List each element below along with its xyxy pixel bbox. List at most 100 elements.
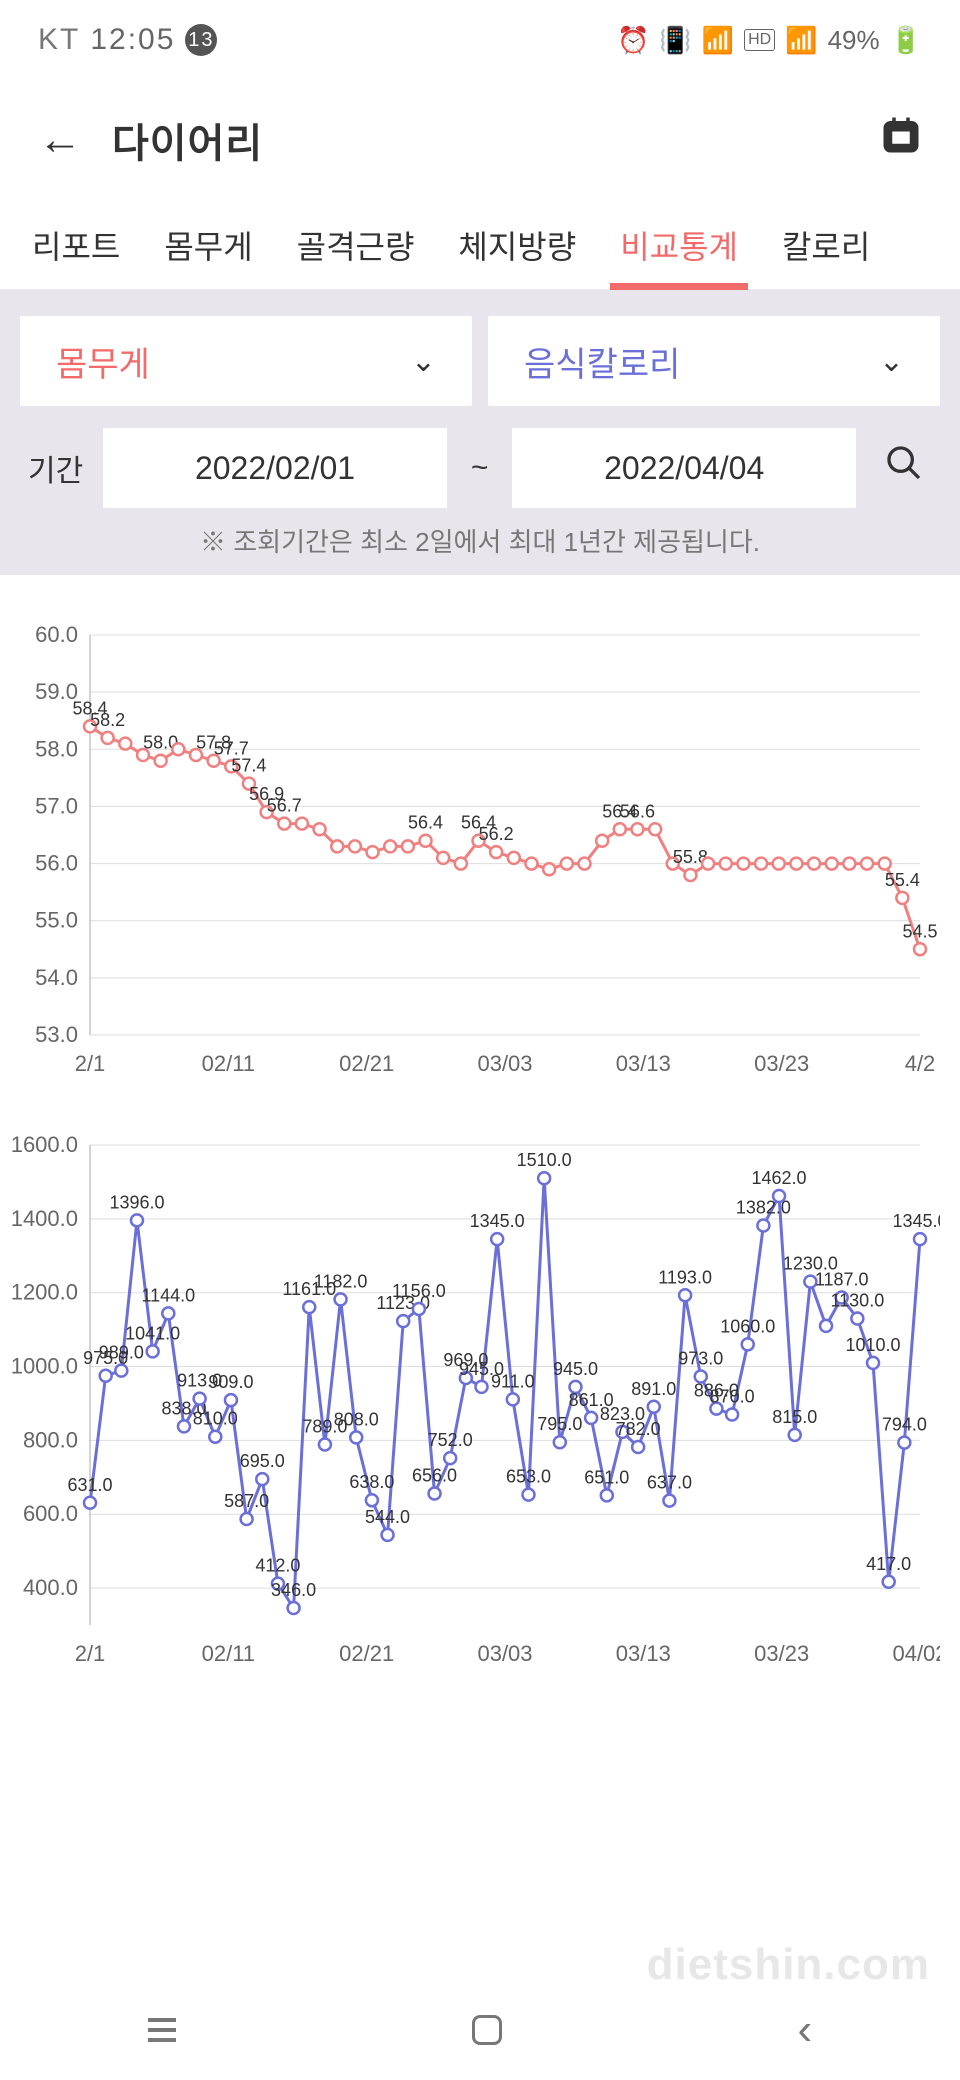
metric2-label: 음식칼로리 — [524, 337, 680, 386]
svg-text:1156.0: 1156.0 — [392, 1281, 446, 1301]
svg-text:1182.0: 1182.0 — [314, 1271, 368, 1291]
back-button[interactable]: ← — [38, 115, 82, 165]
svg-text:400.0: 400.0 — [23, 1575, 78, 1600]
svg-text:1000.0: 1000.0 — [11, 1354, 78, 1379]
metric1-label: 몸무게 — [56, 337, 150, 386]
tabs-bar: 리포트몸무게골격근량체지방량비교통계칼로리 — [0, 200, 960, 290]
system-nav-bar: ‹ — [0, 1980, 960, 2080]
svg-text:752.0: 752.0 — [428, 1430, 473, 1450]
svg-text:55.4: 55.4 — [885, 870, 920, 890]
svg-text:911.0: 911.0 — [491, 1371, 535, 1391]
tab-1[interactable]: 몸무게 — [142, 200, 274, 289]
svg-text:800.0: 800.0 — [23, 1427, 78, 1452]
svg-text:03/03: 03/03 — [477, 1641, 532, 1666]
date-from-input[interactable]: 2022/02/01 — [103, 428, 447, 508]
svg-text:4/2: 4/2 — [905, 1051, 936, 1076]
status-time: 12:05 — [90, 23, 175, 57]
battery-icon: 🔋 — [890, 25, 922, 56]
svg-text:60.0: 60.0 — [35, 622, 78, 647]
svg-text:1600.0: 1600.0 — [11, 1132, 78, 1157]
svg-text:651.0: 651.0 — [584, 1467, 629, 1487]
svg-text:03/13: 03/13 — [616, 1051, 671, 1076]
date-to-value: 2022/04/04 — [604, 450, 764, 487]
svg-text:03/23: 03/23 — [754, 1641, 809, 1666]
svg-text:55.0: 55.0 — [35, 908, 78, 933]
tab-5[interactable]: 칼로리 — [760, 200, 892, 289]
svg-text:1396.0: 1396.0 — [109, 1192, 164, 1212]
chevron-down-icon: ⌄ — [411, 344, 436, 379]
svg-text:544.0: 544.0 — [365, 1507, 410, 1527]
period-note: ※ 조회기간은 최소 2일에서 최대 1년간 제공됩니다. — [20, 522, 940, 559]
date-to-input[interactable]: 2022/04/04 — [512, 428, 856, 508]
svg-text:56.7: 56.7 — [267, 796, 302, 816]
svg-text:56.6: 56.6 — [620, 801, 655, 821]
nav-home-button[interactable] — [472, 2015, 502, 2045]
svg-text:815.0: 815.0 — [772, 1407, 817, 1427]
page-title: 다이어리 — [112, 111, 263, 169]
svg-text:58.0: 58.0 — [35, 736, 78, 761]
svg-text:1345.0: 1345.0 — [892, 1211, 940, 1231]
svg-text:56.4: 56.4 — [408, 813, 443, 833]
svg-text:57.4: 57.4 — [231, 756, 266, 776]
svg-text:782.0: 782.0 — [616, 1419, 661, 1439]
alarm-icon: ⏰ — [617, 25, 649, 56]
nav-recent-button[interactable] — [148, 2018, 176, 2042]
svg-text:1130.0: 1130.0 — [830, 1291, 884, 1311]
svg-text:656.0: 656.0 — [412, 1466, 457, 1486]
svg-text:1400.0: 1400.0 — [11, 1206, 78, 1231]
svg-text:1010.0: 1010.0 — [845, 1335, 900, 1355]
calendar-icon[interactable] — [880, 114, 922, 166]
tab-2[interactable]: 골격근량 — [275, 200, 437, 289]
svg-text:54.5: 54.5 — [902, 921, 937, 941]
svg-text:631.0: 631.0 — [67, 1475, 112, 1495]
wifi-icon: 📶 — [702, 25, 734, 56]
svg-text:695.0: 695.0 — [240, 1451, 285, 1471]
svg-text:1193.0: 1193.0 — [658, 1267, 712, 1287]
svg-text:1060.0: 1060.0 — [720, 1316, 775, 1336]
status-left: KT 12:05 13 — [38, 23, 217, 57]
vibrate-icon: 📳 — [659, 25, 691, 56]
tab-0[interactable]: 리포트 — [10, 200, 142, 289]
svg-text:600.0: 600.0 — [23, 1501, 78, 1526]
tab-4[interactable]: 비교통계 — [598, 200, 760, 289]
svg-text:2/1: 2/1 — [75, 1051, 106, 1076]
svg-text:03/13: 03/13 — [616, 1641, 671, 1666]
svg-text:412.0: 412.0 — [255, 1556, 300, 1576]
svg-text:56.2: 56.2 — [479, 824, 514, 844]
svg-text:02/21: 02/21 — [339, 1641, 394, 1666]
date-from-value: 2022/02/01 — [195, 450, 355, 487]
tab-3[interactable]: 체지방량 — [436, 200, 598, 289]
svg-text:1041.0: 1041.0 — [125, 1323, 180, 1343]
svg-text:02/11: 02/11 — [202, 1641, 255, 1666]
svg-text:56.0: 56.0 — [35, 851, 78, 876]
weight-chart: 60.059.058.057.056.055.054.053.02/102/11… — [10, 605, 940, 1085]
svg-text:587.0: 587.0 — [224, 1491, 269, 1511]
svg-text:1345.0: 1345.0 — [470, 1211, 525, 1231]
svg-text:638.0: 638.0 — [349, 1472, 394, 1492]
chevron-down-icon: ⌄ — [879, 344, 904, 379]
svg-text:346.0: 346.0 — [271, 1580, 316, 1600]
svg-text:808.0: 808.0 — [334, 1409, 379, 1429]
search-button[interactable] — [868, 443, 940, 494]
tilde-separator: ~ — [459, 451, 501, 485]
svg-text:02/21: 02/21 — [339, 1051, 394, 1076]
svg-text:795.0: 795.0 — [537, 1414, 582, 1434]
svg-text:54.0: 54.0 — [35, 965, 78, 990]
app-header: ← 다이어리 — [0, 80, 960, 200]
svg-text:1462.0: 1462.0 — [752, 1168, 807, 1188]
svg-text:03/03: 03/03 — [477, 1051, 532, 1076]
hd-icon: HD — [744, 29, 775, 51]
signal-icon: 📶 — [785, 25, 817, 56]
svg-text:03/23: 03/23 — [754, 1051, 809, 1076]
svg-text:57.0: 57.0 — [35, 793, 78, 818]
svg-text:04/02: 04/02 — [892, 1641, 940, 1666]
svg-text:810.0: 810.0 — [193, 1409, 238, 1429]
status-right: ⏰ 📳 📶 HD 📶 49% 🔋 — [617, 25, 922, 56]
metric1-dropdown[interactable]: 몸무게 ⌄ — [20, 316, 472, 406]
svg-text:870.0: 870.0 — [710, 1387, 755, 1407]
notification-count-badge: 13 — [185, 24, 217, 56]
metric2-dropdown[interactable]: 음식칼로리 ⌄ — [488, 316, 940, 406]
svg-text:945.0: 945.0 — [553, 1359, 598, 1379]
nav-back-button[interactable]: ‹ — [797, 2005, 812, 2055]
battery-label: 49% — [828, 25, 880, 56]
